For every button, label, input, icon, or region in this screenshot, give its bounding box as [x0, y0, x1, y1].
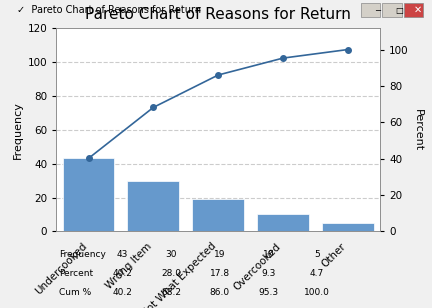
Text: 28.0: 28.0: [161, 269, 181, 278]
Text: ✕: ✕: [414, 5, 422, 15]
Text: Frequency: Frequency: [60, 249, 106, 259]
Title: Pareto Chart of Reasons for Return: Pareto Chart of Reasons for Return: [85, 7, 351, 22]
Text: Cum %: Cum %: [60, 288, 92, 297]
Text: 9.3: 9.3: [261, 269, 276, 278]
Y-axis label: Frequency: Frequency: [13, 101, 23, 159]
Text: 19: 19: [214, 249, 226, 259]
Bar: [322, 223, 374, 232]
Text: □: □: [396, 6, 403, 14]
Text: Percent: Percent: [60, 269, 93, 278]
Bar: [404, 3, 423, 17]
Text: ✓  Pareto Chart of Reasons for Return: ✓ Pareto Chart of Reasons for Return: [17, 5, 201, 15]
Text: 95.3: 95.3: [258, 288, 279, 297]
Text: 43: 43: [117, 249, 128, 259]
Bar: [127, 180, 179, 232]
Text: 10: 10: [263, 249, 274, 259]
Bar: [361, 3, 380, 17]
Text: 30: 30: [165, 249, 177, 259]
Bar: [63, 158, 114, 232]
Text: 100.0: 100.0: [304, 288, 330, 297]
Text: 68.2: 68.2: [161, 288, 181, 297]
Bar: [192, 199, 244, 232]
Text: 40.2: 40.2: [113, 288, 133, 297]
Text: 4.7: 4.7: [310, 269, 324, 278]
Text: 86.0: 86.0: [210, 288, 230, 297]
Text: 17.8: 17.8: [210, 269, 230, 278]
Y-axis label: Percent: Percent: [413, 108, 423, 151]
Bar: [382, 3, 402, 17]
Bar: [257, 214, 309, 232]
Text: 5: 5: [314, 249, 320, 259]
Text: 40.2: 40.2: [113, 269, 133, 278]
Text: ─: ─: [375, 6, 381, 14]
